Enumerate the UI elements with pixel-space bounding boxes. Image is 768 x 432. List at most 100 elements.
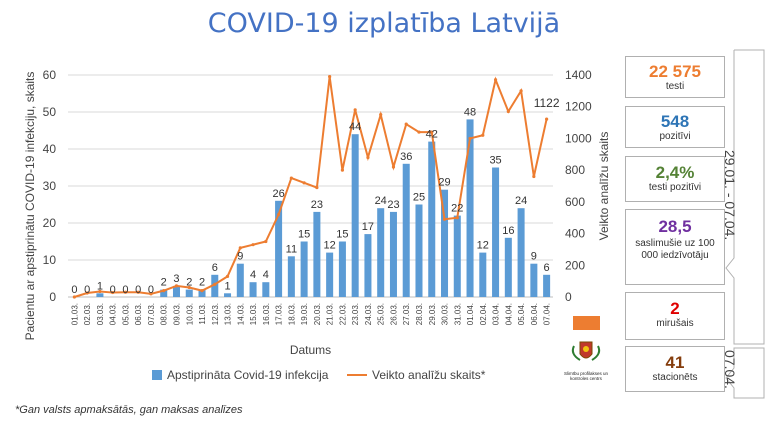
date-label: 07.04.: [722, 350, 738, 389]
x-tick-label: 17.03.: [275, 303, 284, 325]
stat-hospitalized: 41 stacionēts: [625, 346, 725, 392]
bar-data-label: 44: [349, 121, 361, 133]
bar-data-label: 2: [186, 277, 192, 289]
line-point: [136, 290, 140, 294]
x-tick-label: 30.03.: [441, 303, 450, 325]
coat-of-arms-icon: [571, 341, 601, 361]
bar: [504, 237, 512, 297]
stat-hospitalized-value: 41: [665, 353, 685, 372]
stat-deaths-label: mirušais: [656, 318, 694, 329]
line-point: [187, 285, 191, 290]
line-point: [111, 290, 115, 295]
x-tick-label: 12.03.: [211, 303, 220, 325]
x-tick-label: 29.03.: [428, 303, 437, 325]
bar: [543, 274, 551, 297]
line-point: [289, 176, 293, 180]
bar-data-label: 16: [502, 225, 514, 237]
bar: [338, 241, 346, 297]
x-tick-label: 01.03.: [70, 303, 79, 325]
stat-deaths: 2 mirušais: [625, 292, 725, 340]
y2-axis-title: Veikto analīžu skaits: [597, 132, 611, 241]
x-tick-label: 10.03.: [185, 303, 194, 325]
bar-data-label: 26: [272, 188, 284, 200]
x-tick-label: 22.03.: [338, 303, 347, 325]
line-point: [545, 117, 549, 121]
y2-tick-label: 1400: [565, 68, 592, 82]
x-tick-label: 23.03.: [351, 303, 360, 325]
bar: [185, 289, 193, 297]
y2-tick-label: 600: [565, 195, 585, 209]
bar-data-label: 0: [84, 284, 90, 296]
bar-data-label: 17: [362, 221, 374, 233]
x-tick-label: 21.03.: [326, 303, 335, 325]
line-point: [251, 243, 255, 247]
bar-data-label: 42: [426, 129, 438, 141]
bar: [275, 200, 283, 297]
line-point: [162, 289, 166, 293]
x-tick-label: 18.03.: [287, 303, 296, 325]
x-tick-label: 01.04.: [466, 303, 475, 325]
y2-tick-label: 800: [565, 163, 585, 177]
bar: [530, 263, 538, 297]
x-tick-label: 07.04.: [543, 303, 552, 325]
bar-data-label: 1: [224, 280, 230, 292]
line-point: [213, 282, 217, 286]
bar-data-label: 9: [531, 251, 537, 263]
bar-data-label: 22: [451, 203, 463, 215]
x-tick-label: 03.03.: [96, 303, 105, 325]
bar-data-label: 23: [311, 199, 323, 211]
x-tick-label: 08.03.: [160, 303, 169, 325]
line-point: [455, 216, 459, 220]
bar: [351, 134, 359, 297]
x-tick-label: 05.04.: [517, 303, 526, 325]
x-tick-label: 07.03.: [147, 303, 156, 325]
bar: [415, 204, 423, 297]
y-tick-label: 20: [43, 216, 57, 230]
x-tick-label: 25.03.: [377, 303, 386, 325]
orange-marker: [573, 316, 600, 330]
bar: [441, 189, 449, 297]
period-label: 29.01. - 07.04.: [722, 150, 738, 241]
bar: [326, 252, 334, 297]
bar-data-label: 6: [544, 262, 550, 274]
line-point: [391, 165, 396, 169]
stat-positive-label: pozitīvi: [659, 131, 691, 142]
bar: [224, 293, 232, 297]
stat-incidence-label: saslimušie uz 100 000 iedzīvotāju: [635, 238, 715, 261]
bar-data-label: 4: [263, 269, 269, 281]
y2-tick-label: 1000: [565, 131, 592, 145]
bar-data-label: 0: [135, 284, 141, 296]
stat-positive-rate: 2,4% testi pozitīvi: [625, 156, 725, 202]
bar-data-label: 35: [489, 155, 501, 167]
x-tick-label: 28.03.: [415, 303, 424, 325]
bar: [364, 234, 372, 297]
x-tick-label: 26.03.: [389, 303, 398, 325]
footnote: *Gan valsts apmaksātās, gan maksas analī…: [15, 404, 243, 416]
bar-data-label: 12: [324, 240, 336, 252]
bar: [389, 211, 397, 297]
x-tick-label: 09.03.: [172, 303, 181, 325]
bar: [262, 282, 270, 297]
bar-data-label: 48: [464, 106, 476, 118]
y2-tick-label: 1200: [565, 100, 592, 114]
bar-data-label: 0: [110, 284, 116, 296]
page-title: COVID-19 izplatība Latvijā: [207, 8, 561, 39]
spkc-logo: Slimību profilakses un kontroles centrs: [560, 338, 612, 381]
line-point: [353, 108, 357, 112]
bar: [377, 208, 385, 297]
line-point: [315, 185, 319, 190]
bar: [198, 289, 206, 297]
y-axis-title: Pacientu ar apstiprinātu COVID-19 infekc…: [23, 72, 37, 341]
line-point: [238, 246, 242, 250]
line-point: [328, 74, 332, 79]
x-tick-label: 24.03.: [364, 303, 373, 325]
line-point: [264, 239, 268, 244]
bar-data-label: 11: [286, 243, 297, 255]
tests-line: [74, 76, 548, 298]
stat-positive-rate-label: testi pozitīvi: [648, 182, 702, 193]
bar: [287, 256, 295, 297]
bar: [402, 163, 410, 297]
line-point: [519, 89, 523, 93]
stat-tests-label: testi: [665, 81, 685, 92]
